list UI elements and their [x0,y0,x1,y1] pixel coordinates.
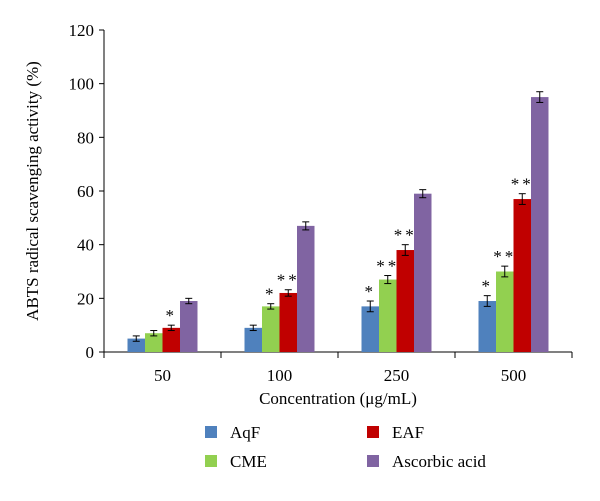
y-tick-label: 60 [77,182,94,201]
y-axis-title: ABTS radical scavenging activity (%) [23,61,42,321]
x-tick-label: 500 [501,366,527,385]
bar-aqf-50 [127,338,145,352]
bar-ascorbic-acid-50 [180,301,198,352]
bar-ascorbic-acid-500 [531,97,549,352]
y-tick-label: 40 [77,236,94,255]
bar-eaf-50 [162,327,180,352]
bar-aqf-100 [244,327,262,352]
x-tick-label: 50 [154,366,171,385]
y-tick-label: 80 [77,128,94,147]
y-tick-label: 100 [69,75,95,94]
legend-label: AqF [230,423,260,442]
bar-cme-500 [496,271,514,352]
y-tick-label: 0 [86,343,95,362]
x-axis-title: Concentration (μg/mL) [259,389,417,408]
significance-marker: * [265,285,277,304]
bars: * **** ********* [127,91,549,352]
significance-marker: ** [511,175,534,194]
bar-ascorbic-acid-100 [297,225,315,352]
significance-marker: ** [493,247,516,266]
x-tick-label: 100 [267,366,293,385]
significance-marker: * [365,282,377,301]
bar-ascorbic-acid-250 [414,193,432,352]
legend-swatch-eaf [367,426,379,438]
significance-marker: * [166,306,178,325]
legend-label: EAF [392,423,424,442]
legend: AqF CME EAF Ascorbic acid [205,423,486,471]
y-tick-label: 20 [77,289,94,308]
legend-swatch-cme [205,455,217,467]
bar-cme-100 [262,306,280,352]
legend-label: CME [230,452,267,471]
bar-aqf-250 [361,306,379,352]
legend-swatch-ascorbic-acid [367,455,379,467]
significance-marker: * [482,277,494,296]
y-tick-label: 120 [69,21,95,40]
legend-swatch-aqf [205,426,217,438]
significance-marker: ** [277,271,300,290]
x-axis: 50 100 250 500 [103,351,573,385]
y-axis: 0 20 40 60 80 100 120 [69,21,105,362]
bar-eaf-500 [513,199,531,352]
bar-aqf-500 [478,301,496,352]
x-tick-label: 250 [384,366,410,385]
bar-eaf-250 [396,250,414,352]
bar-cme-250 [379,279,397,352]
significance-marker: ** [376,257,399,276]
significance-marker: ** [394,226,417,245]
legend-label: Ascorbic acid [392,452,486,471]
bar-cme-50 [145,333,163,352]
bar-eaf-100 [279,292,297,352]
